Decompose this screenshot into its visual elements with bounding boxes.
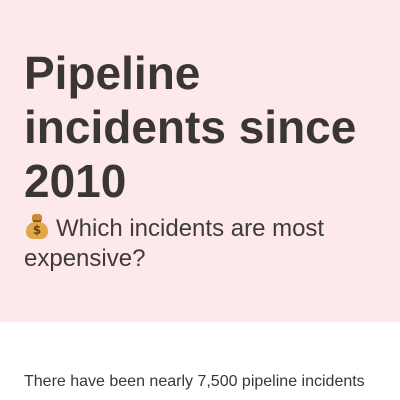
page-subtitle-text: Which incidents are most expensive? (24, 215, 325, 272)
page-subtitle: $ Which incidents are most expensive? (24, 212, 384, 274)
page-title: Pipeline incidents since 2010 (24, 47, 357, 207)
article-intro: There have been nearly 7,500 pipeline in… (24, 373, 365, 390)
hero-banner: Pipeline incidents since 2010 $ Which inc… (0, 0, 400, 322)
money-bag-icon: $ (24, 212, 50, 240)
